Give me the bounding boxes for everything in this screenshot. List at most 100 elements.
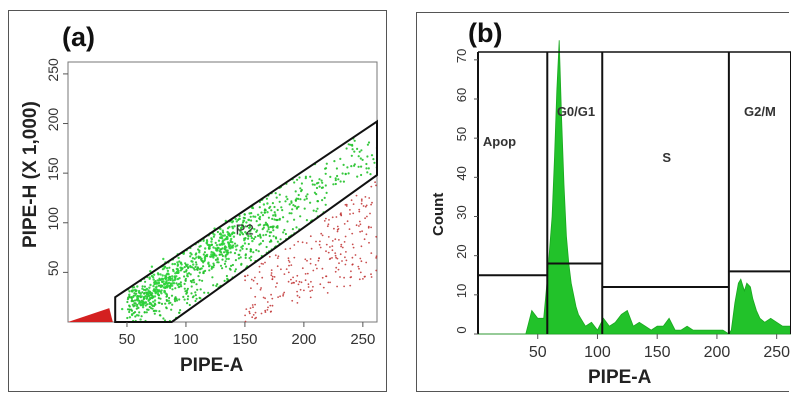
chart-a-gated-event [141,306,145,309]
chart-a-gated-event [353,164,356,167]
chart-a-gated-event [195,268,198,271]
chart-a-gated-event [145,297,148,300]
chart-a-gated-event [145,287,149,291]
chart-a-gated-event [136,285,139,288]
chart-a-ungated-event [314,264,317,266]
chart-a-gated-event [220,248,223,251]
chart-a-gated-event [196,266,199,269]
chart-a-gated-event [278,200,281,203]
chart-a-gated-event [218,253,221,256]
chart-a-ungated-event [259,288,262,291]
chart-a-gated-event [139,318,142,321]
chart-a-gated-event [288,212,291,215]
chart-a-gated-event [186,302,189,305]
chart-a-ungated-event [280,268,282,271]
chart-a-ungated-event [338,262,340,265]
chart-a-gated-event [251,207,255,210]
chart-a-ungated-event [336,230,339,233]
chart-a-ungated-event [309,262,312,265]
chart-a-y-tick-label: 250 [45,58,61,82]
chart-a-gated-event [217,239,221,242]
chart-a-ungated-event [266,301,269,303]
chart-a-ungated-event [306,259,308,262]
chart-a-ungated-event [293,256,296,259]
chart-a-gated-event [199,244,202,248]
chart-a-gated-event [265,245,268,249]
chart-a-ungated-event [370,185,373,188]
chart-a-gated-event [325,191,328,194]
chart-a-gated-event [195,263,198,266]
panel-b: (b) Apop G0/G1 S G2/M 50 100 150 200 250 0 10 20 30 4… [416,0,791,397]
chart-a-ungated-event [292,276,294,279]
chart-a-ungated-event [261,276,264,279]
chart-a-gate-label: P2 [235,222,253,239]
chart-a-gated-event [216,230,219,234]
chart-a-gated-event [180,263,183,266]
chart-a-ungated-event [321,276,324,279]
chart-a-gated-event [300,182,303,185]
chart-a-gated-event [266,202,269,205]
chart-b-y-axis-title: Count [430,192,447,236]
chart-a-ungated-event [358,220,361,223]
chart-a-gated-event [165,299,169,302]
chart-a-ungated-event [362,278,364,280]
chart-a-gated-event [171,303,174,306]
chart-a-gated-event [218,232,222,236]
chart-a-gated-event [281,209,284,212]
chart-a-ungated-event [360,198,363,201]
chart-a-gated-event [295,226,298,229]
chart-a-gated-event [219,264,223,267]
chart-a-ungated-event [303,289,305,292]
chart-a-gated-event [247,218,251,222]
chart-a-gated-event [304,175,307,178]
chart-a-x-tick-label: 150 [232,331,257,348]
chart-a-ungated-event [264,261,266,264]
chart-a-gated-event [175,299,179,302]
chart-a-ungated-event [358,208,361,211]
chart-a-x-tick-label: 200 [291,331,316,348]
chart-a-gated-event [128,304,131,307]
chart-a-gated-event [175,282,178,285]
chart-a-plot-frame [67,61,378,323]
chart-a-gated-event [282,231,285,234]
chart-a-gated-event [219,250,222,253]
chart-a-gated-event [144,301,147,305]
chart-a-ungated-event [359,257,362,260]
chart-b-y-tick-label: 0 [454,326,469,333]
chart-a-ungated-event [360,200,363,202]
chart-a-gated-event [260,211,263,214]
chart-a-ungated-event [244,279,247,282]
chart-a-gated-event [274,213,277,216]
chart-a-gated-event [174,300,177,303]
chart-a-gated-event [347,172,350,175]
chart-a-ungated-event [341,246,344,249]
chart-a-ungated-event [364,217,366,220]
chart-a-gated-event [370,154,374,157]
chart-a-gated-event [162,317,165,320]
chart-a-ungated-event [254,303,256,306]
chart-a-gated-event [167,299,171,302]
chart-b-plot-area: Apop G0/G1 S G2/M 50 100 150 200 250 0 10 20 30 40 50 6… [454,40,791,361]
chart-a-ungated-event [275,286,277,288]
chart-a-gated-event [208,247,211,250]
chart-a-gated-event [247,235,250,238]
chart-a-gated-event [171,262,174,266]
chart-a-gated-event [149,283,152,287]
chart-a-gated-event [274,192,277,195]
chart-a-ungated-event [349,213,351,215]
chart-a-gated-event [139,303,142,307]
chart-a-gated-event [186,272,189,276]
chart-a-gated-event [157,297,160,300]
chart-a-gated-event [210,250,213,254]
chart-a-gated-event [303,198,306,201]
chart-a-y-tick-label: 50 [45,260,61,276]
panel-a-label: (a) [62,22,95,52]
chart-b-y-tick-label: 10 [454,284,469,298]
chart-a-ungated-event [288,264,290,267]
chart-a-gated-event [166,272,169,275]
chart-a-gated-event [166,269,170,273]
chart-a-gated-event [290,212,293,215]
chart-a-ungated-event [318,257,320,260]
chart-a-ungated-event [327,223,330,226]
chart-a-gated-event [267,226,270,229]
